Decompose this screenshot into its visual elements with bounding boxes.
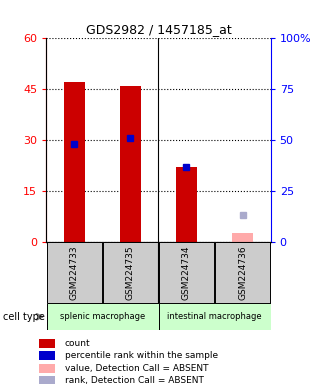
Bar [159, 303, 271, 330]
Text: GSM224735: GSM224735 [126, 245, 135, 300]
Text: count: count [65, 339, 90, 348]
Bar [47, 242, 102, 303]
Text: cell type: cell type [3, 312, 45, 322]
Text: splenic macrophage: splenic macrophage [60, 312, 145, 321]
Bar [176, 167, 197, 242]
Bar [47, 303, 159, 330]
Bar [39, 376, 55, 384]
Text: rank, Detection Call = ABSENT: rank, Detection Call = ABSENT [65, 376, 204, 384]
Text: GSM224736: GSM224736 [238, 245, 247, 300]
Bar [39, 339, 55, 348]
Title: GDS2982 / 1457185_at: GDS2982 / 1457185_at [85, 23, 231, 36]
Bar [159, 242, 214, 303]
Bar [215, 242, 270, 303]
Text: percentile rank within the sample: percentile rank within the sample [65, 351, 218, 360]
Text: GSM224733: GSM224733 [70, 245, 79, 300]
Text: value, Detection Call = ABSENT: value, Detection Call = ABSENT [65, 364, 209, 372]
Text: intestinal macrophage: intestinal macrophage [167, 312, 262, 321]
Bar [39, 364, 55, 372]
Text: GSM224734: GSM224734 [182, 245, 191, 300]
Bar [39, 351, 55, 360]
Bar [64, 83, 85, 242]
Bar [103, 242, 158, 303]
Bar [120, 86, 141, 242]
Bar [232, 233, 253, 242]
